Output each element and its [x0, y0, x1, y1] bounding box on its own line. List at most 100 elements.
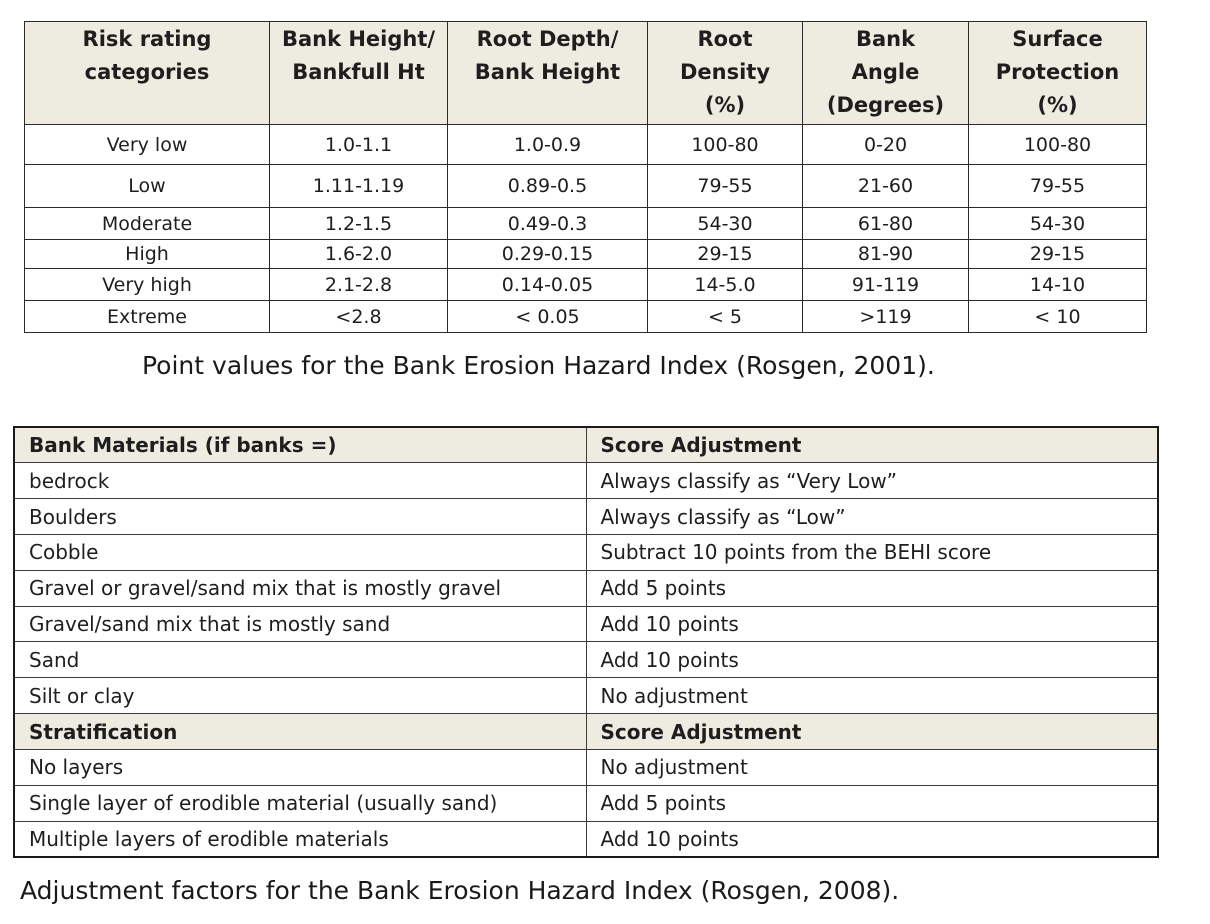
table-row: Silt or clay No adjustment [13, 677, 1159, 715]
table-cell: 54-30 [968, 207, 1147, 240]
header-cell: Score Adjustment [585, 713, 1159, 750]
header-bank-angle: Bank Angle (Degrees) [802, 21, 969, 125]
table-cell: 100-80 [968, 124, 1147, 165]
table-cell: < 0.05 [447, 300, 648, 333]
table-header-row: Risk rating categories Bank Height/ Bank… [24, 21, 1147, 125]
table-cell: High [24, 239, 270, 269]
header-bank-height: Bank Height/ Bankfull Ht [269, 21, 448, 125]
table-row: No layers No adjustment [13, 748, 1159, 786]
table-row: Moderate 1.2-1.5 0.49-0.3 54-30 61-80 54… [24, 207, 1147, 240]
table-cell: 81-90 [802, 239, 969, 269]
table-cell: 79-55 [968, 164, 1147, 208]
header-line: Density [679, 60, 771, 84]
table-cell: Single layer of erodible material (usual… [13, 784, 587, 822]
table-cell: Always classify as “Very Low” [585, 462, 1159, 500]
table-caption-adjustment-factors: Adjustment factors for the Bank Erosion … [20, 876, 900, 905]
header-line: (%) [704, 93, 746, 117]
table-row: Single layer of erodible material (usual… [13, 784, 1159, 822]
table-cell: Multiple layers of erodible materials [13, 820, 587, 858]
table-row: High 1.6-2.0 0.29-0.15 29-15 81-90 29-15 [24, 239, 1147, 269]
header-line: Bank Height/ [281, 27, 436, 51]
table-cell: 100-80 [647, 124, 803, 165]
header-line: Bank [855, 27, 916, 51]
table-cell: Add 5 points [585, 784, 1159, 822]
table-cell: 21-60 [802, 164, 969, 208]
table-row: Gravel/sand mix that is mostly sand Add … [13, 605, 1159, 643]
table-cell: 29-15 [968, 239, 1147, 269]
header-line: Bankfull Ht [292, 60, 425, 84]
header-line: Root Depth/ [476, 27, 619, 51]
table-row: Sand Add 10 points [13, 641, 1159, 679]
behi-adjustment-factors-table: Bank Materials (if banks =) Score Adjust… [13, 426, 1159, 858]
table-cell: 1.6-2.0 [269, 239, 448, 269]
table-cell: 61-80 [802, 207, 969, 240]
table-cell: Moderate [24, 207, 270, 240]
table-row: Boulders Always classify as “Low” [13, 498, 1159, 535]
table-row: Cobble Subtract 10 points from the BEHI … [13, 533, 1159, 571]
table-row: Very high 2.1-2.8 0.14-0.05 14-5.0 91-11… [24, 268, 1147, 301]
header-risk-rating: Risk rating categories [24, 21, 270, 125]
table-cell: 0.14-0.05 [447, 268, 648, 301]
table-cell: bedrock [13, 462, 587, 500]
table-cell: Very low [24, 124, 270, 165]
table-cell: Low [24, 164, 270, 208]
header-line: Angle [851, 60, 920, 84]
table-cell: Subtract 10 points from the BEHI score [585, 533, 1159, 571]
table-cell: Gravel/sand mix that is mostly sand [13, 605, 587, 643]
table-cell: Add 10 points [585, 641, 1159, 679]
table-cell: No layers [13, 748, 587, 786]
table-cell: 0-20 [802, 124, 969, 165]
table-cell: < 10 [968, 300, 1147, 333]
table-cell: Gravel or gravel/sand mix that is mostly… [13, 569, 587, 607]
table-cell: Silt or clay [13, 677, 587, 715]
table-cell: 0.29-0.15 [447, 239, 648, 269]
table-row: bedrock Always classify as “Very Low” [13, 462, 1159, 500]
header-root-density: Root Density (%) [647, 21, 803, 125]
header-line: Bank Height [474, 60, 621, 84]
table-cell: Add 10 points [585, 605, 1159, 643]
section-header-row-stratification: Stratification Score Adjustment [13, 713, 1159, 750]
table-cell: 29-15 [647, 239, 803, 269]
table-cell: 1.11-1.19 [269, 164, 448, 208]
header-line: Risk rating [82, 27, 212, 51]
table-row: Very low 1.0-1.1 1.0-0.9 100-80 0-20 100… [24, 124, 1147, 165]
header-line: Root [697, 27, 753, 51]
table-cell: 1.0-1.1 [269, 124, 448, 165]
header-line: (Degrees) [826, 93, 945, 117]
section-header-row-bank-materials: Bank Materials (if banks =) Score Adjust… [13, 426, 1159, 464]
table-cell: Sand [13, 641, 587, 679]
table-cell: 54-30 [647, 207, 803, 240]
table-row: Multiple layers of erodible materials Ad… [13, 820, 1159, 858]
header-cell: Bank Materials (if banks =) [13, 426, 587, 464]
header-line: (%) [1037, 93, 1078, 117]
header-cell: Stratification [13, 713, 587, 750]
header-line: Protection [995, 60, 1120, 84]
table-cell: 91-119 [802, 268, 969, 301]
header-line: Surface [1012, 27, 1103, 51]
table-cell: 0.89-0.5 [447, 164, 648, 208]
header-cell: Score Adjustment [585, 426, 1159, 464]
header-root-depth: Root Depth/ Bank Height [447, 21, 648, 125]
header-line: categories [84, 60, 210, 84]
table-cell: 0.49-0.3 [447, 207, 648, 240]
table-cell: < 5 [647, 300, 803, 333]
table-cell: Very high [24, 268, 270, 301]
behi-point-values-table: Risk rating categories Bank Height/ Bank… [24, 21, 1147, 333]
table-cell: 1.0-0.9 [447, 124, 648, 165]
table-cell: 14-5.0 [647, 268, 803, 301]
header-surface-protection: Surface Protection (%) [968, 21, 1147, 125]
table-cell: 79-55 [647, 164, 803, 208]
table-cell: 14-10 [968, 268, 1147, 301]
table-cell: Add 5 points [585, 569, 1159, 607]
table-cell: Always classify as “Low” [585, 498, 1159, 535]
table-cell: No adjustment [585, 677, 1159, 715]
table-cell: Boulders [13, 498, 587, 535]
table-cell: Extreme [24, 300, 270, 333]
table-cell: Cobble [13, 533, 587, 571]
table-cell: 2.1-2.8 [269, 268, 448, 301]
table-caption-point-values: Point values for the Bank Erosion Hazard… [142, 351, 935, 380]
table-row: Extreme <2.8 < 0.05 < 5 >119 < 10 [24, 300, 1147, 333]
table-cell: Add 10 points [585, 820, 1159, 858]
table-row: Gravel or gravel/sand mix that is mostly… [13, 569, 1159, 607]
table-row: Low 1.11-1.19 0.89-0.5 79-55 21-60 79-55 [24, 164, 1147, 208]
